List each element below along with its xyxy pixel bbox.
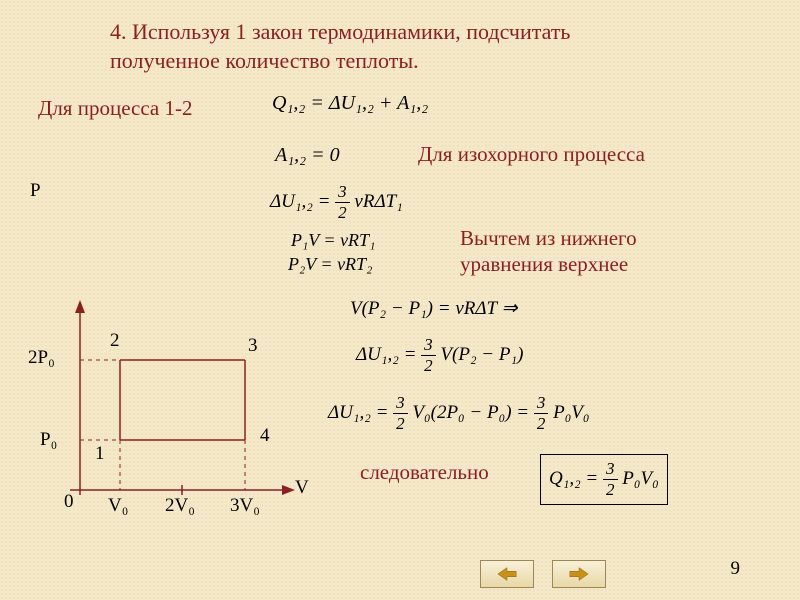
nav-buttons xyxy=(480,560,606,588)
point-1: 1 xyxy=(95,443,105,465)
xtick-v0: V₀ xyxy=(108,495,128,517)
y-axis-label: P xyxy=(30,180,41,202)
origin-label: 0 xyxy=(64,491,74,513)
du-vp-rhs: V(P₂ − P₁) xyxy=(440,344,523,365)
point-3: 3 xyxy=(248,335,258,357)
q-final-lhs: Q₁,₂ = xyxy=(549,468,598,489)
therefore-label: следовательно xyxy=(360,460,489,485)
subtract-l1: Вычтем из нижнего xyxy=(460,226,637,251)
process-label: Для процесса 1-2 xyxy=(38,96,193,121)
du32-lhs: ΔU₁,₂ = xyxy=(270,191,330,212)
arrow-left-icon xyxy=(496,565,518,583)
prev-button[interactable] xyxy=(480,560,534,588)
formula-du-final: ΔU₁,₂ = 32 V₀(2P₀ − P₀) = 32 P₀V₀ xyxy=(328,393,590,434)
slide-title: 4. Используя 1 закон термодинамики, подс… xyxy=(110,18,670,75)
ytick-p0: P₀ xyxy=(40,429,57,451)
arrow-right-icon xyxy=(568,565,590,583)
formula-pv2: P₂V = νRT₂ xyxy=(288,254,372,275)
du-vp-lhs: ΔU₁,₂ = xyxy=(356,344,416,365)
xtick-2v0: 2V₀ xyxy=(165,495,195,517)
du32-rhs: νRΔT₁ xyxy=(354,191,402,212)
formula-pv1: P₁V = νRT₁ xyxy=(291,230,375,251)
q-final-rhs: P₀V₀ xyxy=(622,468,658,489)
next-button[interactable] xyxy=(552,560,606,588)
xtick-3v0: 3V₀ xyxy=(230,495,260,517)
formula-a12: A₁,₂ = 0 xyxy=(275,144,340,167)
subtract-l2: уравнения верхнее xyxy=(460,252,628,277)
formula-q-final: Q₁,₂ = 32 P₀V₀ xyxy=(540,454,668,505)
formula-du-vp: ΔU₁,₂ = 32 V(P₂ − P₁) xyxy=(356,335,523,376)
page-number: 9 xyxy=(731,558,741,580)
point-2: 2 xyxy=(110,330,120,352)
pv-diagram: P V 0 P₀ 2P₀ V₀ 2V₀ 3V₀ 1 2 3 4 xyxy=(20,295,300,545)
du-final-mid: V₀(2P₀ − P₀) = xyxy=(412,402,529,423)
point-4: 4 xyxy=(260,425,270,447)
du-final-rhs: P₀V₀ xyxy=(553,402,589,423)
formula-q12: Q₁,₂ = ΔU₁,₂ + A₁,₂ xyxy=(272,92,428,115)
x-axis-label: V xyxy=(295,477,309,499)
du-final-lhs: ΔU₁,₂ = xyxy=(328,402,388,423)
formula-du32: ΔU₁,₂ = 32 νRΔT₁ xyxy=(270,182,403,223)
isochoric-label: Для изохорного процесса xyxy=(418,142,645,167)
formula-vdiff: V(P₂ − P₁) = νRΔT ⇒ xyxy=(350,297,517,320)
ytick-2p0: 2P₀ xyxy=(28,347,55,369)
